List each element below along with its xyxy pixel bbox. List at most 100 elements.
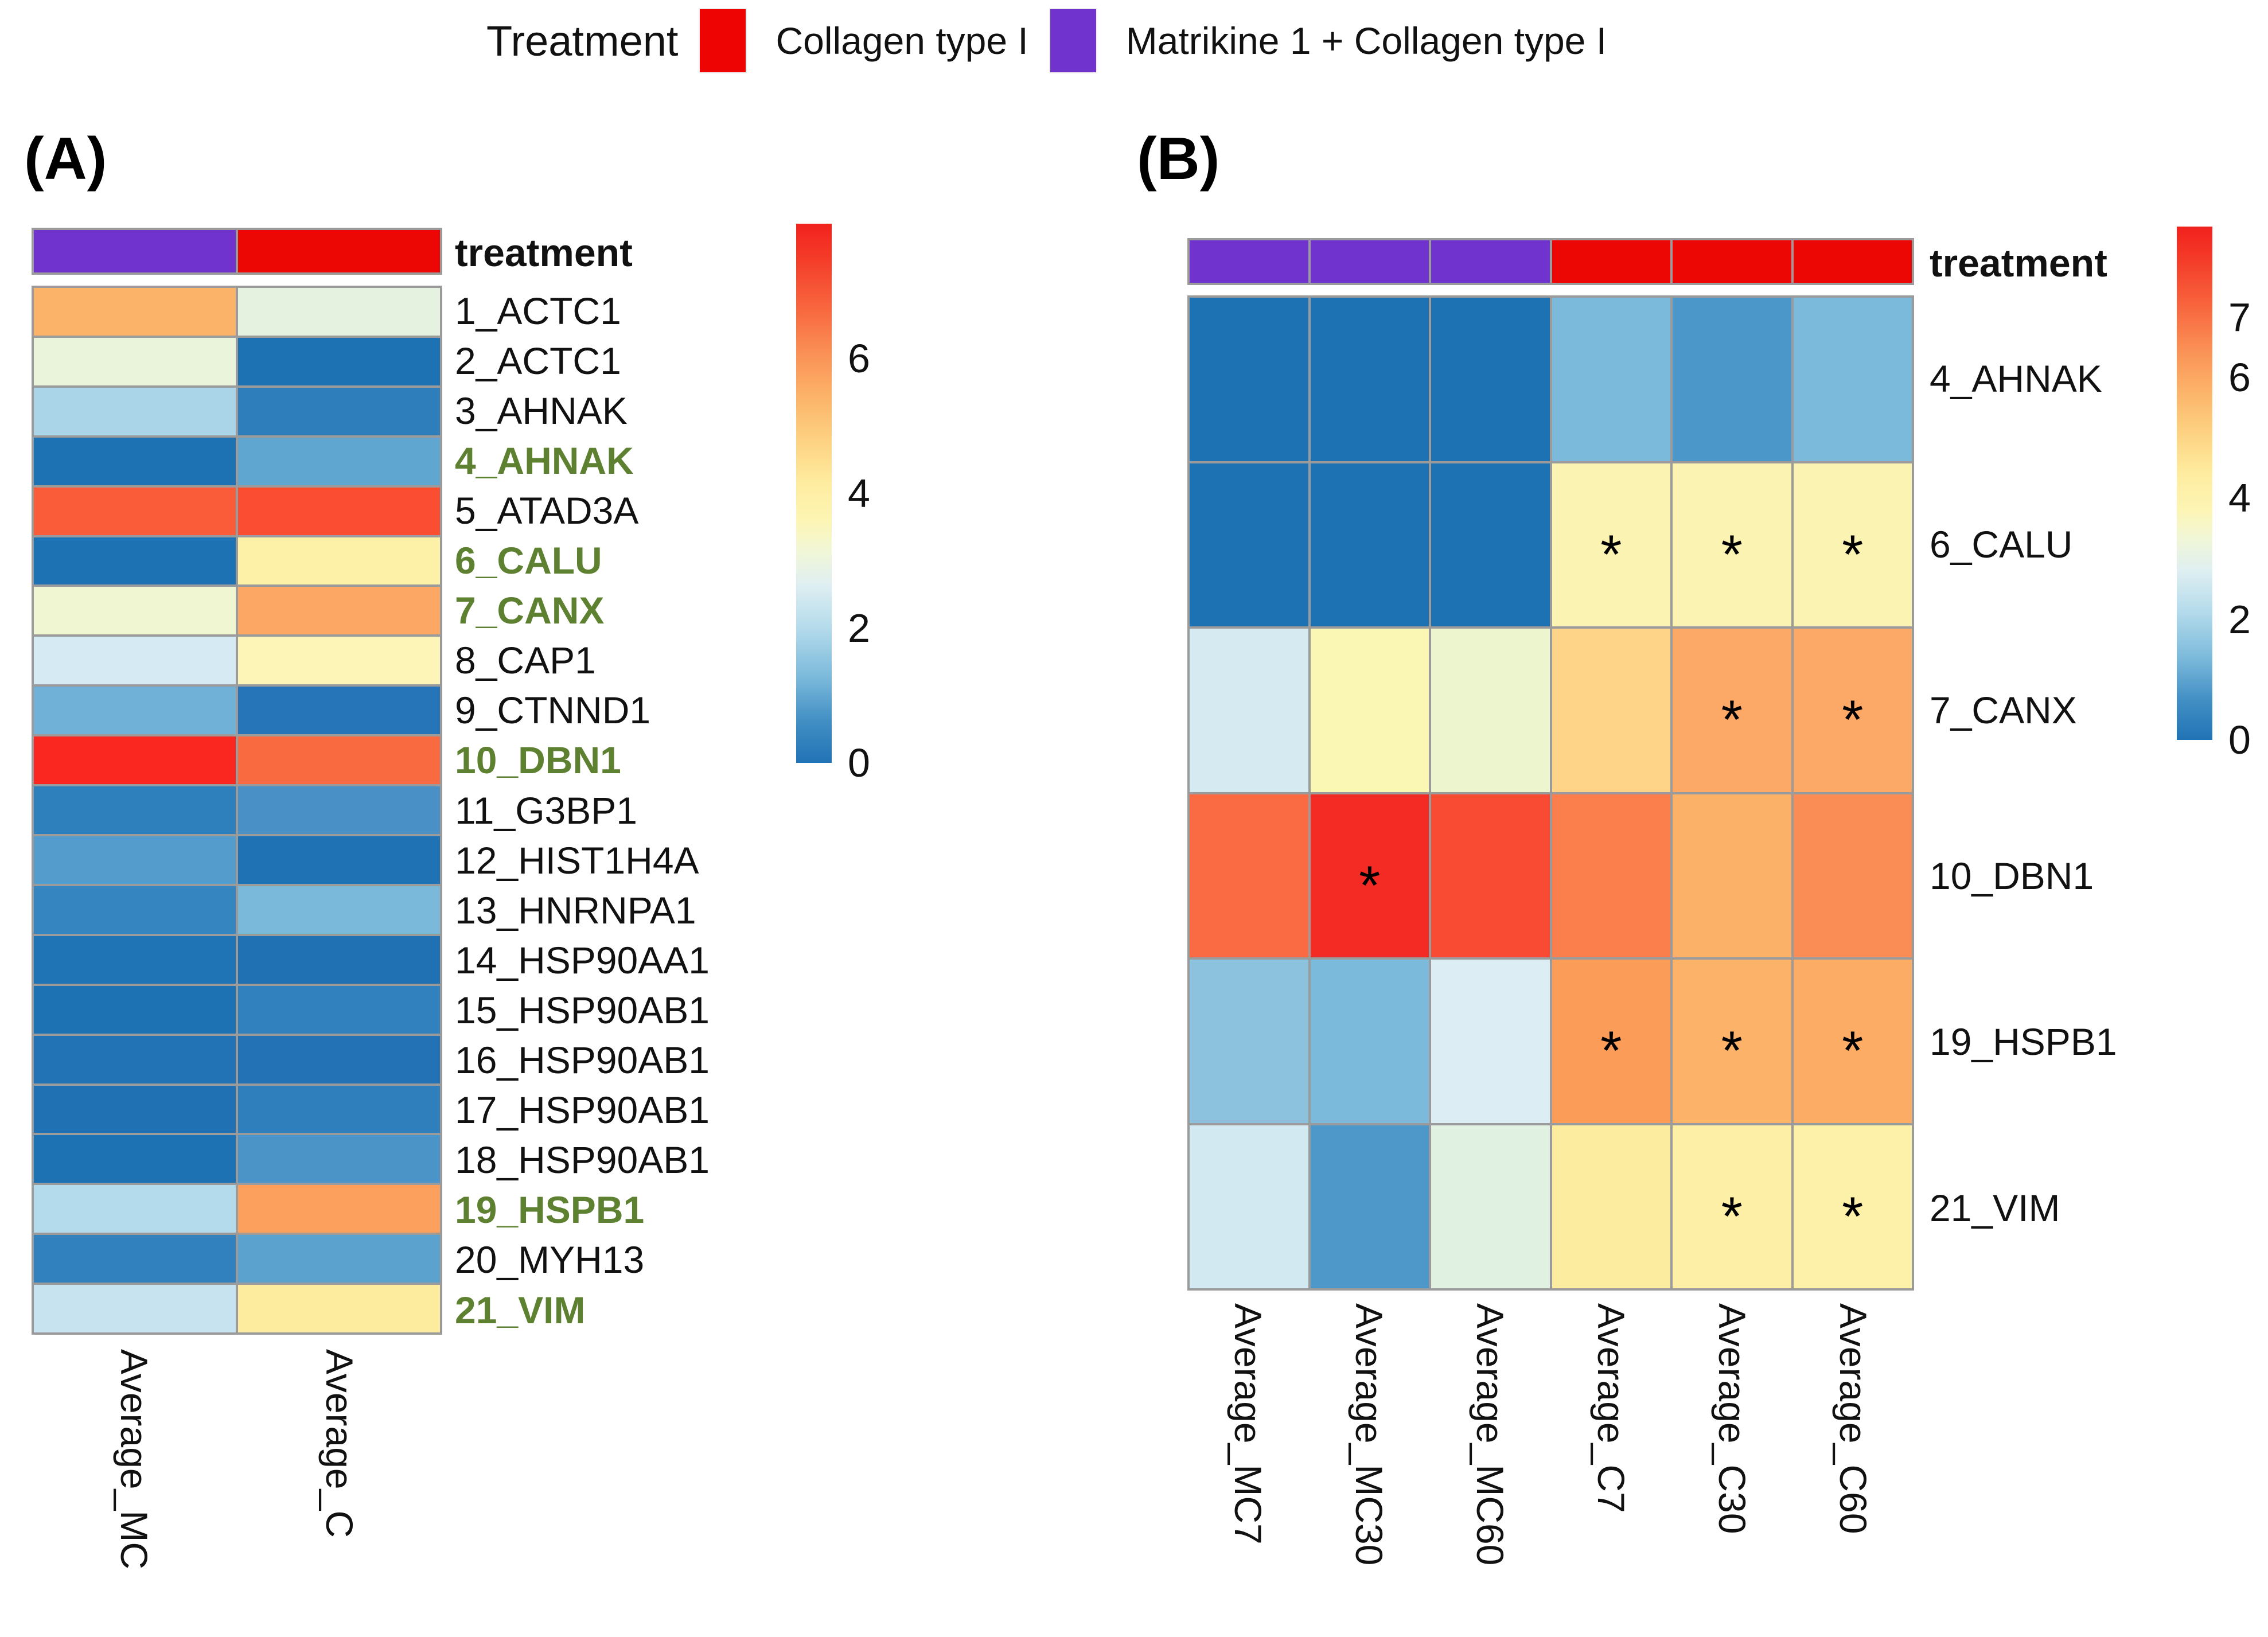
heatmap-row-label: 10_DBN1 (455, 739, 621, 782)
heatmap-row-label: 17_HSP90AB1 (455, 1089, 710, 1132)
heatmap-cell (34, 1285, 236, 1333)
treatment-annotation-cell (1793, 240, 1912, 283)
heatmap-row-label: 4_AHNAK (1930, 357, 2102, 400)
colorbar (796, 224, 832, 763)
heatmap-cell (1431, 960, 1550, 1123)
heatmap-cell (1310, 298, 1429, 461)
heatmap-grid (32, 286, 442, 1335)
panel-b-label: (B) (1137, 126, 1220, 192)
heatmap-cell (238, 288, 440, 336)
heatmap-cell (1552, 298, 1670, 461)
heatmap-cell (238, 985, 440, 1034)
heatmap-row-label: 13_HNRNPA1 (455, 888, 696, 931)
significance-asterisk: * (1721, 689, 1743, 751)
treatment-annotation-bar (1187, 238, 1914, 285)
heatmap-row-label: 4_AHNAK (455, 439, 634, 482)
heatmap-row-label: 5_ATAD3A (455, 489, 639, 532)
heatmap-row-label: 2_ACTC1 (455, 339, 621, 382)
heatmap-cell (34, 1185, 236, 1233)
significance-asterisk: * (1842, 689, 1864, 751)
heatmap-column-label: Average_MC60 (1468, 1303, 1511, 1566)
heatmap-cell (34, 1035, 236, 1083)
heatmap-cell: * (1793, 629, 1912, 792)
heatmap-cell (1793, 794, 1912, 958)
heatmap-cell: * (1793, 960, 1912, 1123)
heatmap-cell (1431, 794, 1550, 958)
annotation-row-label: treatment (455, 231, 633, 275)
treatment-annotation-cell (1310, 240, 1429, 283)
heatmap-cell (34, 736, 236, 785)
treatment-annotation-cell (34, 230, 236, 272)
heatmap-cell (238, 736, 440, 785)
heatmap-row-label: 1_ACTC1 (455, 289, 621, 332)
heatmap-cell: * (1552, 960, 1670, 1123)
heatmap-column-label: Average_MC30 (1347, 1303, 1390, 1566)
colorbar-tick-label: 4 (848, 471, 870, 516)
heatmap-cell: * (1673, 1125, 1791, 1289)
heatmap-cell (1310, 960, 1429, 1123)
heatmap-row-label: 3_AHNAK (455, 389, 628, 432)
heatmap-row-label: 19_HSPB1 (455, 1188, 645, 1231)
heatmap-cell (34, 936, 236, 984)
heatmap-cell (238, 786, 440, 834)
treatment-annotation-bar (32, 228, 442, 275)
heatmap-cell (1190, 794, 1308, 958)
heatmap-cell (1190, 463, 1308, 627)
heatmap-row-label: 12_HIST1H4A (455, 839, 699, 882)
heatmap-column-label: Average_C60 (1832, 1303, 1875, 1534)
heatmap-cell (1431, 298, 1550, 461)
heatmap-cell (238, 587, 440, 635)
heatmap-cell (238, 637, 440, 685)
heatmap-column-label: Average_MC7 (1226, 1303, 1269, 1545)
heatmap-cell (1431, 463, 1550, 627)
heatmap-grid: * * * * * * * * * * * (1187, 295, 1914, 1291)
heatmap-cell (34, 687, 236, 735)
treatment-annotation-cell (1673, 240, 1791, 283)
heatmap-cell (1552, 629, 1670, 792)
heatmap-row-label: 6_CALU (1930, 523, 2073, 566)
heatmap-cell (34, 587, 236, 635)
heatmap-cell (34, 387, 236, 435)
heatmap-cell (1673, 794, 1791, 958)
heatmap-cell (1310, 629, 1429, 792)
heatmap-cell (238, 537, 440, 585)
heatmap-cell: * (1310, 794, 1429, 958)
heatmap-row-label: 20_MYH13 (455, 1238, 645, 1281)
heatmap-row-label: 6_CALU (455, 539, 602, 582)
heatmap-cell (238, 836, 440, 884)
heatmap-row-label: 16_HSP90AB1 (455, 1039, 710, 1082)
heatmap-cell (238, 936, 440, 984)
significance-asterisk: * (1721, 1186, 1743, 1248)
heatmap-cell (34, 1085, 236, 1133)
heatmap-row-label: 14_HSP90AA1 (455, 938, 710, 981)
legend-title: Treatment (486, 17, 679, 65)
heatmap-row-label: 11_G3BP1 (455, 789, 638, 832)
heatmap-cell: * (1673, 463, 1791, 627)
heatmap-column-label: Average_C30 (1711, 1303, 1754, 1534)
heatmap-cell (238, 886, 440, 934)
heatmap-cell (238, 1235, 440, 1283)
heatmap-cell (238, 437, 440, 485)
heatmap-row-label: 7_CANX (1930, 688, 2077, 731)
heatmap-cell (238, 1185, 440, 1233)
heatmap-cell (34, 985, 236, 1034)
heatmap-row-label: 7_CANX (455, 589, 605, 632)
heatmap-cell (34, 437, 236, 485)
heatmap-cell (1431, 629, 1550, 792)
treatment-legend: Treatment Collagen type I Matrikine 1 + … (486, 3, 1607, 78)
colorbar-tick-label: 0 (848, 740, 870, 785)
colorbar (2177, 227, 2212, 740)
heatmap-cell (1310, 463, 1429, 627)
heatmap-cell: * (1552, 463, 1670, 627)
colorbar-tick-label: 6 (2228, 355, 2251, 400)
significance-asterisk: * (1600, 524, 1622, 586)
heatmap-cell (1431, 1125, 1550, 1289)
colorbar-tick-label: 6 (848, 336, 870, 381)
significance-asterisk: * (1359, 855, 1381, 917)
heatmap-cell: * (1793, 1125, 1912, 1289)
legend-item-label: Collagen type I (776, 20, 1028, 62)
heatmap-cell: * (1673, 960, 1791, 1123)
heatmap-cell (1310, 1125, 1429, 1289)
matrikine-color-swatch (1050, 9, 1096, 72)
